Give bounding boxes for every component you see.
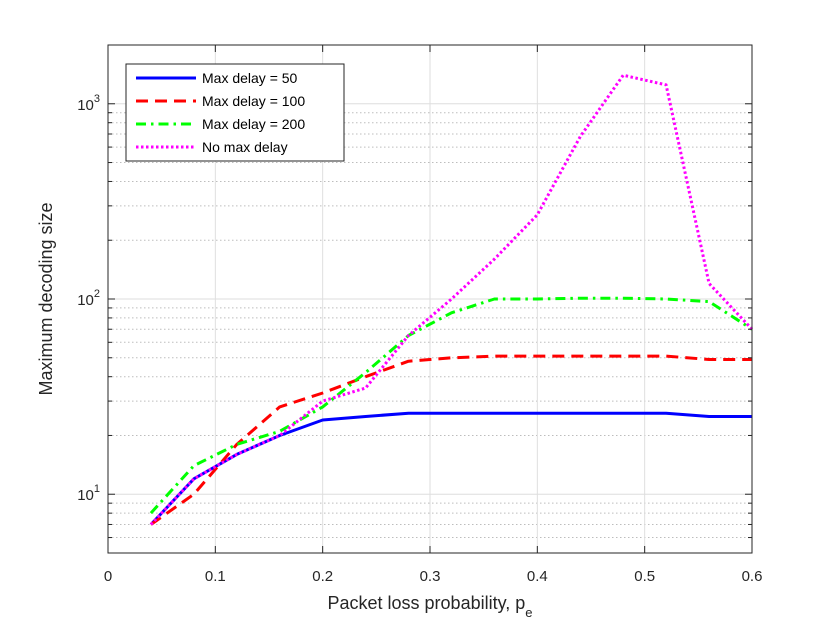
y-tick-label: 102 [77, 288, 100, 309]
series-layer [149, 73, 754, 526]
y-axis-label: Maximum decoding size [36, 202, 56, 395]
legend: Max delay = 50 Max delay = 100 Max delay =… [125, 63, 345, 162]
series-line-1 [149, 411, 752, 526]
y-tick-base: 10 [77, 97, 94, 114]
x-axis-label-subscript: e [525, 605, 532, 620]
x-tick-label: 0.4 [527, 568, 548, 585]
y-tick-exponent: 3 [94, 93, 100, 105]
y-tick-exponent: 2 [94, 288, 100, 300]
x-tick-label: 0.1 [205, 568, 226, 585]
x-axis-label: Packet loss probability, pe [328, 593, 533, 620]
ticks-layer [107, 45, 753, 553]
x-tick-label: 0.5 [634, 568, 655, 585]
x-tick-labels: 0 0.1 0.2 0.3 0.4 0.5 0.6 [104, 568, 763, 585]
legend-label-1: Max delay = 50 [202, 70, 298, 86]
series-line-2 [150, 354, 752, 526]
x-tick-label: 0.3 [420, 568, 441, 585]
y-tick-base: 10 [77, 487, 94, 504]
y-tick-base: 10 [77, 292, 94, 309]
x-tick-label: 0.2 [312, 568, 333, 585]
y-tick-exponent: 1 [94, 483, 100, 495]
legend-label-3: Max delay = 200 [202, 116, 305, 132]
legend-label-4: No max delay [202, 139, 288, 155]
x-tick-label: 0 [104, 568, 112, 585]
legend-label-2: Max delay = 100 [202, 93, 305, 109]
x-axis-label-main: Packet loss probability, p [328, 593, 526, 613]
series-line-4 [149, 73, 754, 526]
legend-box [125, 63, 345, 162]
series-line-3 [149, 296, 753, 515]
x-tick-label: 0.6 [742, 568, 763, 585]
y-tick-label: 103 [77, 93, 100, 114]
y-tick-label: 101 [77, 483, 100, 504]
